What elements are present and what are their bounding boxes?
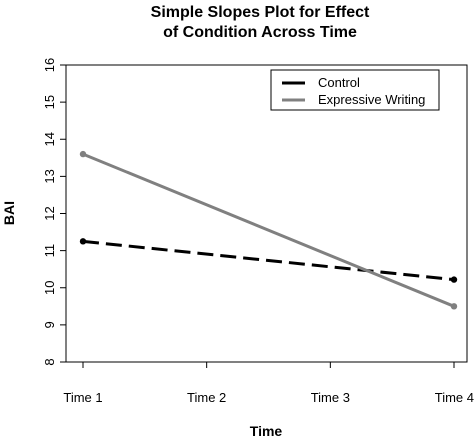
data-point-control xyxy=(79,238,87,245)
y-tick-label: 10 xyxy=(42,281,57,295)
y-tick-label: 15 xyxy=(42,95,57,109)
legend-label-control: Control xyxy=(318,75,360,90)
y-tick-label: 11 xyxy=(42,244,57,258)
x-axis: Time 1 Time 2 Time 3 Time 4 xyxy=(63,362,474,405)
series-layer xyxy=(79,150,458,310)
data-point-control xyxy=(450,276,458,283)
series-line-control xyxy=(82,239,455,282)
y-axis-label: BAI xyxy=(1,201,17,225)
y-tick-label: 13 xyxy=(42,169,57,183)
y-axis: 8 9 10 11 12 13 14 15 16 xyxy=(42,58,66,366)
data-point-expressive-writing xyxy=(79,150,87,158)
chart-title-line-1: Simple Slopes Plot for Effect xyxy=(151,4,370,21)
y-tick-label: 16 xyxy=(42,58,57,72)
legend-label-expressive-writing: Expressive Writing xyxy=(318,92,425,107)
data-point-expressive-writing xyxy=(450,303,458,310)
x-tick-label: Time 3 xyxy=(311,390,350,405)
y-tick-label: 14 xyxy=(42,132,57,146)
chart-title-line-2: of Condition Across Time xyxy=(163,24,357,41)
y-tick-label: 9 xyxy=(42,321,57,328)
x-tick-label: Time 4 xyxy=(435,390,474,405)
y-tick-label: 12 xyxy=(42,206,57,220)
legend: Control Expressive Writing xyxy=(270,69,440,111)
x-axis-label: Time xyxy=(250,423,283,439)
chart-title: Simple Slopes Plot for Effect of Conditi… xyxy=(151,4,370,41)
x-tick-label: Time 1 xyxy=(63,390,102,405)
y-tick-label: 8 xyxy=(42,358,57,365)
x-tick-label: Time 2 xyxy=(187,390,226,405)
series-line-expressive-writing xyxy=(82,152,455,308)
legend-box xyxy=(270,69,440,111)
